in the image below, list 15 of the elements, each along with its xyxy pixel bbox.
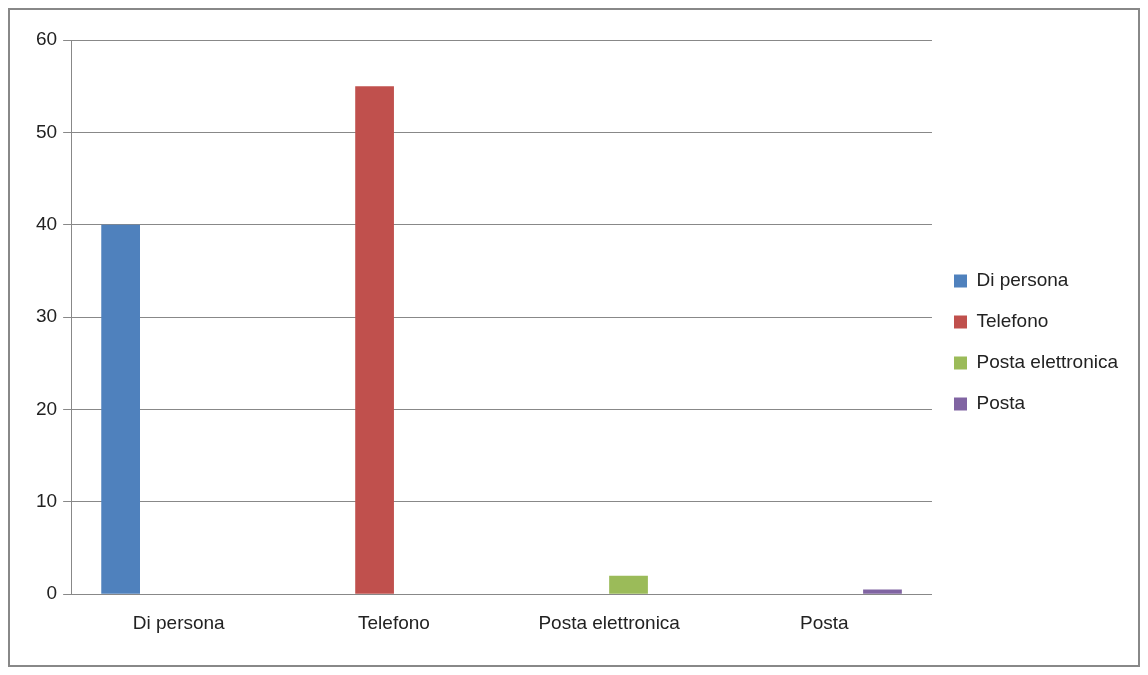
y-tick-label: 40 [35, 212, 58, 234]
y-tick-label: 30 [35, 305, 58, 327]
legend-label: Posta [976, 392, 1026, 414]
y-tick-label: 20 [35, 397, 58, 419]
y-tick-label: 50 [35, 120, 58, 142]
x-tick-label: Posta [800, 611, 850, 633]
y-tick-label: 10 [35, 490, 58, 512]
legend-label: Telefono [976, 310, 1049, 332]
y-tick-label: 0 [46, 582, 58, 604]
legend-label: Di persona [976, 269, 1069, 291]
y-tick-label: 60 [35, 28, 58, 50]
x-tick-label: Telefono [358, 611, 430, 633]
legend-label: Posta elettronica [976, 351, 1119, 373]
x-tick-label: Di persona [132, 611, 226, 633]
x-tick-label: Posta elettronica [538, 611, 681, 633]
